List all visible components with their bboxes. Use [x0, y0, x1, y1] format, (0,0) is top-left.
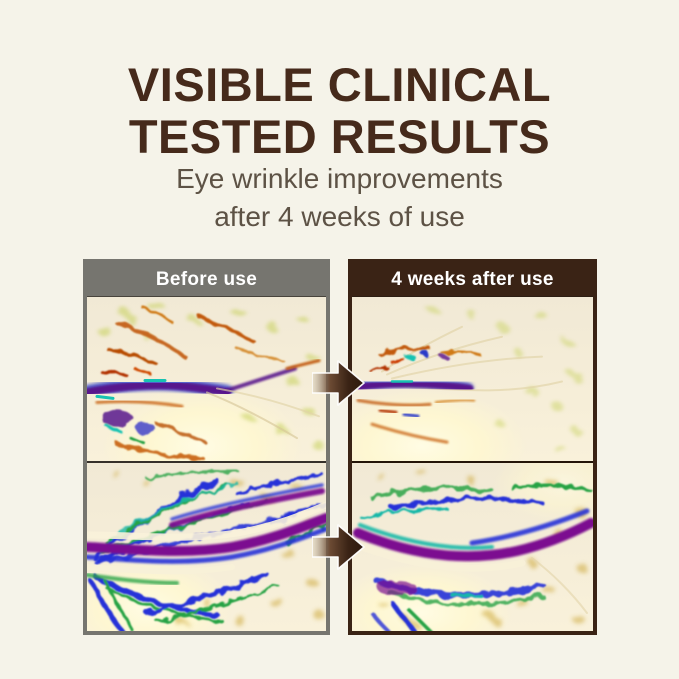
before-panel-header: Before use	[87, 263, 326, 296]
page-subtitle: Eye wrinkle improvements after 4 weeks o…	[0, 160, 679, 236]
after-panel-header: 4 weeks after use	[352, 263, 593, 296]
before-after-comparison: Before use	[83, 259, 597, 635]
page-title-line1: VISIBLE CLINICAL	[127, 58, 552, 112]
heatmap-before-under	[87, 463, 326, 631]
arrow-right-icon	[312, 524, 365, 570]
main-wrinkle	[87, 359, 321, 408]
page-subtitle-line1: Eye wrinkle improvements	[176, 163, 503, 194]
before-under-eye-image	[87, 461, 326, 631]
lower-left-cluster	[101, 410, 207, 461]
page-title: VISIBLE CLINICAL TESTED RESULTS	[0, 59, 679, 163]
page-subtitle-line2: after 4 weeks of use	[214, 201, 465, 232]
main-wrinkle	[352, 377, 476, 444]
after-panel-label: 4 weeks after use	[391, 268, 554, 290]
skin-mottle	[98, 302, 323, 449]
after-upper-eye-image	[352, 296, 593, 461]
main-wrinkle	[353, 508, 593, 572]
after-panel: 4 weeks after use	[348, 259, 597, 635]
page-title-line2: TESTED RESULTS	[128, 110, 551, 164]
after-under-eye-image	[352, 461, 593, 631]
heatmap-after-under	[352, 463, 593, 631]
arrow-right-icon	[312, 360, 365, 406]
upper-streaks	[360, 483, 593, 520]
orange-streaks	[99, 305, 285, 377]
skin-mottle	[427, 305, 583, 455]
orange-streaks	[366, 346, 482, 371]
before-panel: Before use	[83, 259, 330, 635]
secondary-arc	[370, 578, 545, 631]
skin-creases	[206, 387, 320, 440]
main-wrinkle	[87, 483, 326, 585]
before-upper-eye-image	[87, 296, 326, 461]
heatmap-after-upper	[352, 297, 593, 461]
before-panel-label: Before use	[155, 268, 258, 290]
color-spots	[405, 349, 448, 360]
heatmap-before-upper	[87, 297, 326, 461]
skin-creases	[531, 557, 588, 614]
